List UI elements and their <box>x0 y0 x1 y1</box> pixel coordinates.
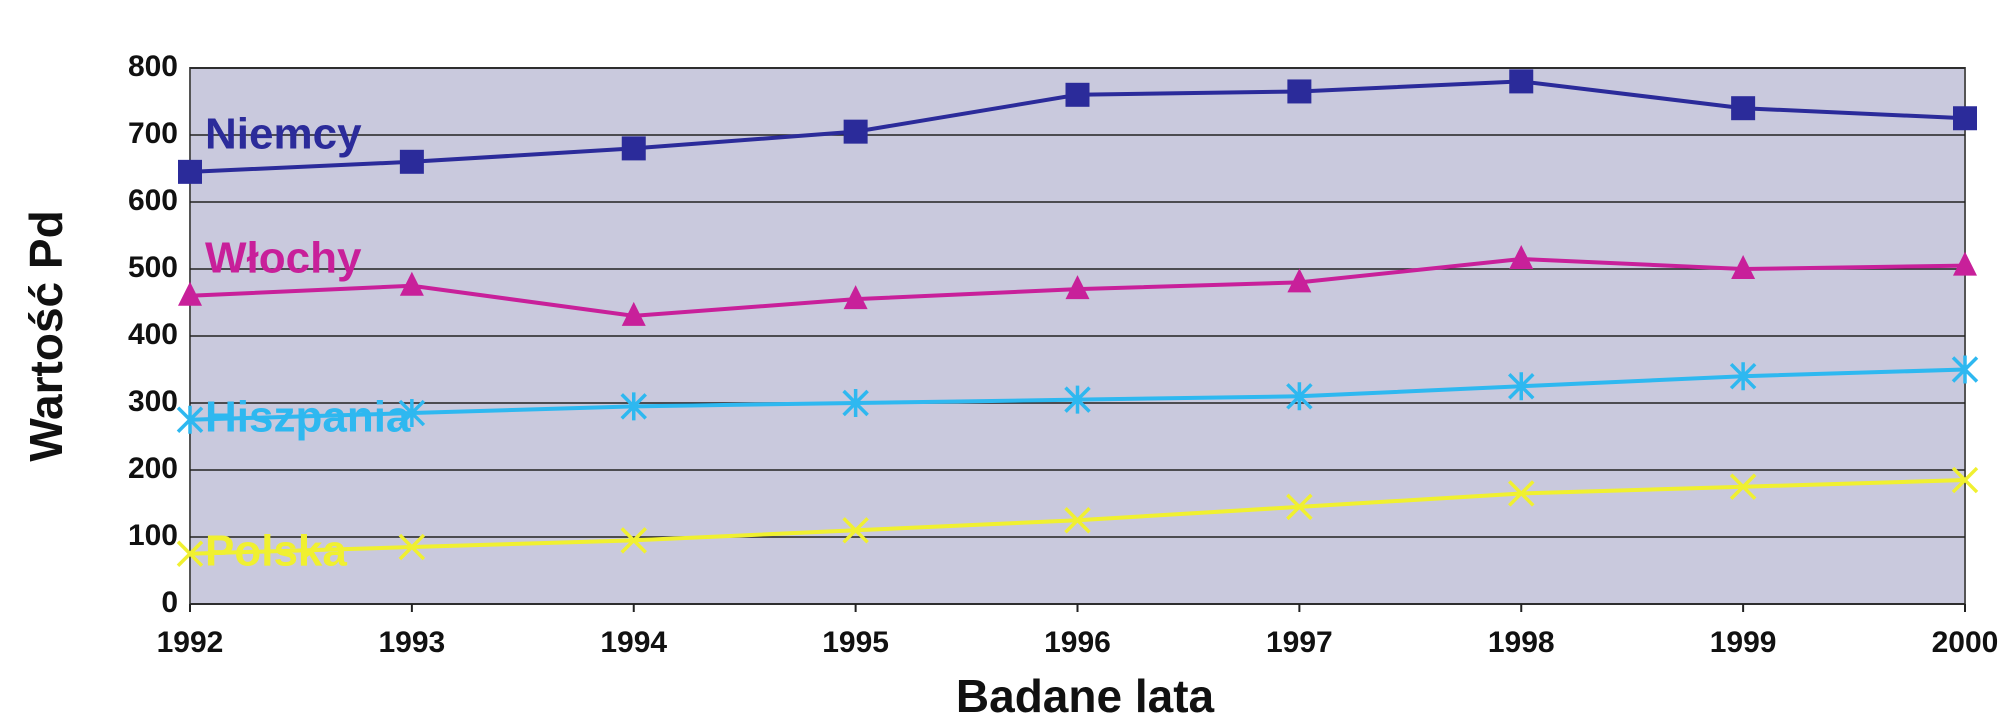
marker <box>1951 355 1979 384</box>
x-axis-title: Badane lata <box>956 670 1215 722</box>
marker <box>1731 96 1756 121</box>
marker <box>1509 69 1534 94</box>
marker <box>1064 507 1091 534</box>
y-tick-label: 200 <box>128 452 178 485</box>
marker <box>176 405 204 434</box>
marker <box>843 285 868 310</box>
marker <box>1287 79 1312 104</box>
y-tick-label: 300 <box>128 385 178 418</box>
y-tick-label: 500 <box>128 251 178 284</box>
marker <box>178 281 202 306</box>
marker <box>1287 268 1312 293</box>
x-tick-label: 1996 <box>1044 626 1111 659</box>
marker <box>399 149 424 174</box>
marker <box>1065 275 1090 300</box>
x-tick-label: 1998 <box>1488 626 1555 659</box>
marker <box>178 159 202 184</box>
marker <box>1731 255 1756 279</box>
marker <box>1064 385 1091 414</box>
marker <box>1286 493 1313 521</box>
marker <box>842 389 869 417</box>
marker <box>1509 244 1534 269</box>
marker <box>176 540 204 567</box>
marker <box>399 271 424 296</box>
x-tick-label: 1999 <box>1710 626 1777 659</box>
marker <box>1508 372 1535 401</box>
y-tick-label: 400 <box>128 318 178 351</box>
marker <box>1953 251 1977 276</box>
x-tick-label: 1995 <box>822 626 889 659</box>
x-tick-label: 1992 <box>157 626 224 659</box>
marker <box>621 301 646 326</box>
marker <box>1729 362 1757 391</box>
y-tick-label: 800 <box>128 50 178 83</box>
y-tick-label: 600 <box>128 184 178 217</box>
x-tick-label: 1994 <box>600 626 667 659</box>
y-tick-label: 100 <box>128 519 178 552</box>
series-label: Niemcy <box>205 109 362 158</box>
x-tick-label: 1993 <box>379 626 446 659</box>
marker <box>1286 382 1313 411</box>
y-tick-label: 700 <box>128 117 178 150</box>
x-tick-label: 1997 <box>1266 626 1333 659</box>
marker <box>1953 106 1977 131</box>
series-label: Hiszpania <box>205 392 411 441</box>
series-label: Włochy <box>205 233 362 282</box>
x-tick-label: 2000 <box>1932 626 1999 659</box>
marker <box>398 533 426 561</box>
marker <box>1729 473 1757 500</box>
marker <box>398 399 426 428</box>
marker <box>843 119 868 144</box>
marker <box>620 392 647 421</box>
marker <box>842 517 869 544</box>
marker <box>1065 82 1090 107</box>
marker <box>620 527 647 554</box>
y-tick-label: 0 <box>161 586 178 619</box>
y-axis-title: Wartość Pd <box>20 210 72 461</box>
marker <box>1951 466 1979 494</box>
marker <box>1508 480 1535 507</box>
marker <box>621 136 646 161</box>
series-label: Polska <box>205 526 347 575</box>
